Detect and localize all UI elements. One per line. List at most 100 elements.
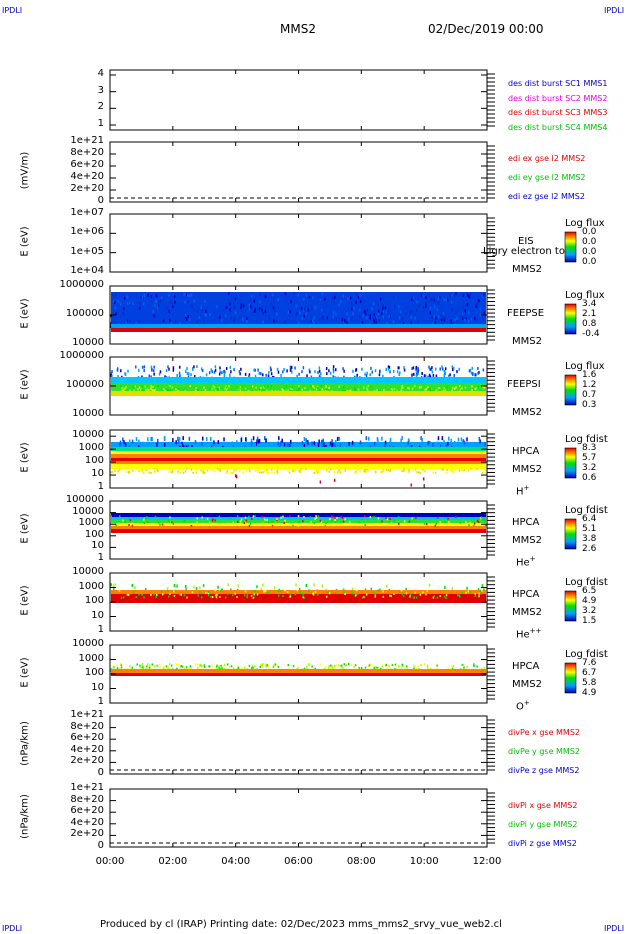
- spectrogram-pixel: [365, 593, 368, 596]
- spectrogram-pixel: [452, 368, 454, 372]
- spectrogram-pixel: [193, 374, 196, 378]
- spectrogram-pixel: [381, 307, 384, 311]
- spectrogram-pixel: [456, 319, 459, 323]
- spectrogram-pixel: [131, 583, 134, 587]
- spectrogram-pixel: [272, 306, 275, 310]
- spectrogram-pixel: [359, 440, 362, 445]
- spectrogram-pixel: [484, 471, 487, 474]
- spectrogram-pixel: [157, 665, 159, 668]
- spectrogram-pixel: [224, 596, 227, 599]
- spectrogram-pixel: [464, 309, 467, 313]
- spectrogram-pixel: [253, 593, 255, 596]
- spectrogram-pixel: [311, 665, 313, 668]
- spectrogram-pixel: [163, 436, 166, 441]
- spectrogram-pixel: [244, 387, 247, 390]
- spectrogram-pixel: [139, 666, 142, 669]
- spectrogram-pixel: [445, 471, 448, 474]
- spectrogram-pixel: [319, 663, 321, 666]
- spectrogram-pixel: [230, 471, 232, 474]
- spectrogram-pixel: [298, 469, 300, 472]
- spectrogram-pixel: [411, 517, 413, 520]
- spectrogram-pixel: [456, 370, 458, 374]
- spectrogram-pixel: [181, 443, 184, 448]
- spectrogram-pixel: [331, 665, 333, 668]
- spectrogram-pixel: [257, 469, 259, 472]
- spectrogram-pixel: [318, 369, 321, 373]
- y-tick-label: 3: [97, 84, 104, 96]
- spectrogram-pixel: [449, 469, 452, 472]
- spectrogram-pixel: [361, 367, 363, 371]
- spectrogram-pixel: [185, 468, 188, 471]
- spectrogram-pixel: [211, 370, 213, 374]
- spectrogram-pixel: [119, 663, 122, 666]
- y-tick-label: 0: [97, 840, 104, 851]
- spectrogram-pixel: [128, 665, 131, 668]
- spectrogram-pixel: [167, 665, 169, 668]
- spectrogram-pixel: [162, 319, 165, 323]
- spectrogram-pixel: [462, 469, 464, 472]
- spectrogram-pixel: [452, 665, 455, 668]
- spectrogram-pixel: [271, 520, 273, 523]
- spectrogram-pixel: [335, 664, 337, 667]
- spectrogram-pixel: [261, 308, 263, 312]
- spectrogram-pixel: [467, 319, 470, 323]
- spectrogram-pixel: [141, 388, 143, 391]
- spectrogram-pixel: [294, 366, 296, 370]
- spectrogram-pixel: [450, 300, 453, 304]
- spectrogram-pixel: [415, 516, 417, 519]
- spectrogram-pixel: [174, 300, 176, 304]
- spectrogram-pixel: [390, 388, 393, 391]
- spectrogram-pixel: [211, 523, 213, 526]
- legend-entry: des dist burst SC3 MMS3: [508, 108, 608, 117]
- spectrogram-pixel: [219, 366, 221, 370]
- spectrogram-pixel: [190, 293, 193, 297]
- spectrogram-pixel: [121, 387, 123, 390]
- spectrogram-pixel: [340, 515, 342, 518]
- spectrogram-pixel: [444, 367, 447, 371]
- spectrogram-pixel: [264, 436, 266, 441]
- spectrogram-pixel: [429, 311, 432, 315]
- spectrogram-pixel: [254, 368, 256, 372]
- spectrogram-pixel: [343, 589, 345, 592]
- spectrogram-pixel: [456, 523, 458, 526]
- spectrogram-pixel: [186, 596, 188, 599]
- spectrogram-pixel: [177, 436, 179, 441]
- colorbar-value: 0.8: [582, 319, 597, 329]
- spacecraft-label: MMS2: [512, 607, 542, 618]
- spectrogram-pixel: [302, 596, 304, 599]
- spectrogram-pixel: [183, 519, 185, 522]
- spectrogram-pixel: [127, 369, 129, 373]
- spectrogram-pixel: [144, 385, 146, 388]
- spectrogram-pixel: [425, 296, 427, 300]
- spectrogram-pixel: [342, 667, 344, 670]
- spectrogram-pixel: [431, 370, 434, 374]
- spectrogram-pixel: [141, 441, 144, 446]
- spectrogram-pixel: [355, 300, 357, 304]
- legend-entry: des dist burst SC2 MMS2: [508, 93, 608, 103]
- panel-2: [109, 141, 495, 203]
- spectrogram-pixel: [186, 318, 188, 322]
- species-charge: +: [523, 484, 530, 492]
- spectrogram-pixel: [207, 594, 210, 597]
- spectrogram-pixel: [398, 312, 401, 316]
- legend-entry: divPi y gse MMS2: [508, 820, 578, 829]
- spectrogram-pixel: [342, 587, 345, 591]
- spectrogram-pixel: [338, 436, 341, 441]
- spectrogram-pixel: [441, 436, 444, 441]
- spectrogram-pixel: [128, 517, 130, 520]
- spectrogram-pixel: [414, 314, 416, 318]
- spectrogram-pixel: [308, 295, 311, 299]
- spectrogram-pixel: [445, 594, 448, 597]
- spectrogram-pixel: [469, 521, 471, 524]
- spectrogram-pixel: [253, 368, 255, 372]
- spectrogram-pixel: [283, 521, 285, 524]
- spectrogram-pixel: [287, 389, 290, 392]
- spectrogram-pixel: [382, 590, 384, 593]
- species-name: H: [516, 486, 524, 498]
- spectrogram-pixel: [110, 583, 112, 587]
- spectrogram-pixel: [250, 295, 253, 299]
- spectrogram-pixel: [131, 524, 134, 527]
- spectrogram-pixel: [366, 442, 368, 447]
- spectrogram-pixel: [129, 519, 132, 522]
- spectrogram-pixel: [340, 665, 343, 668]
